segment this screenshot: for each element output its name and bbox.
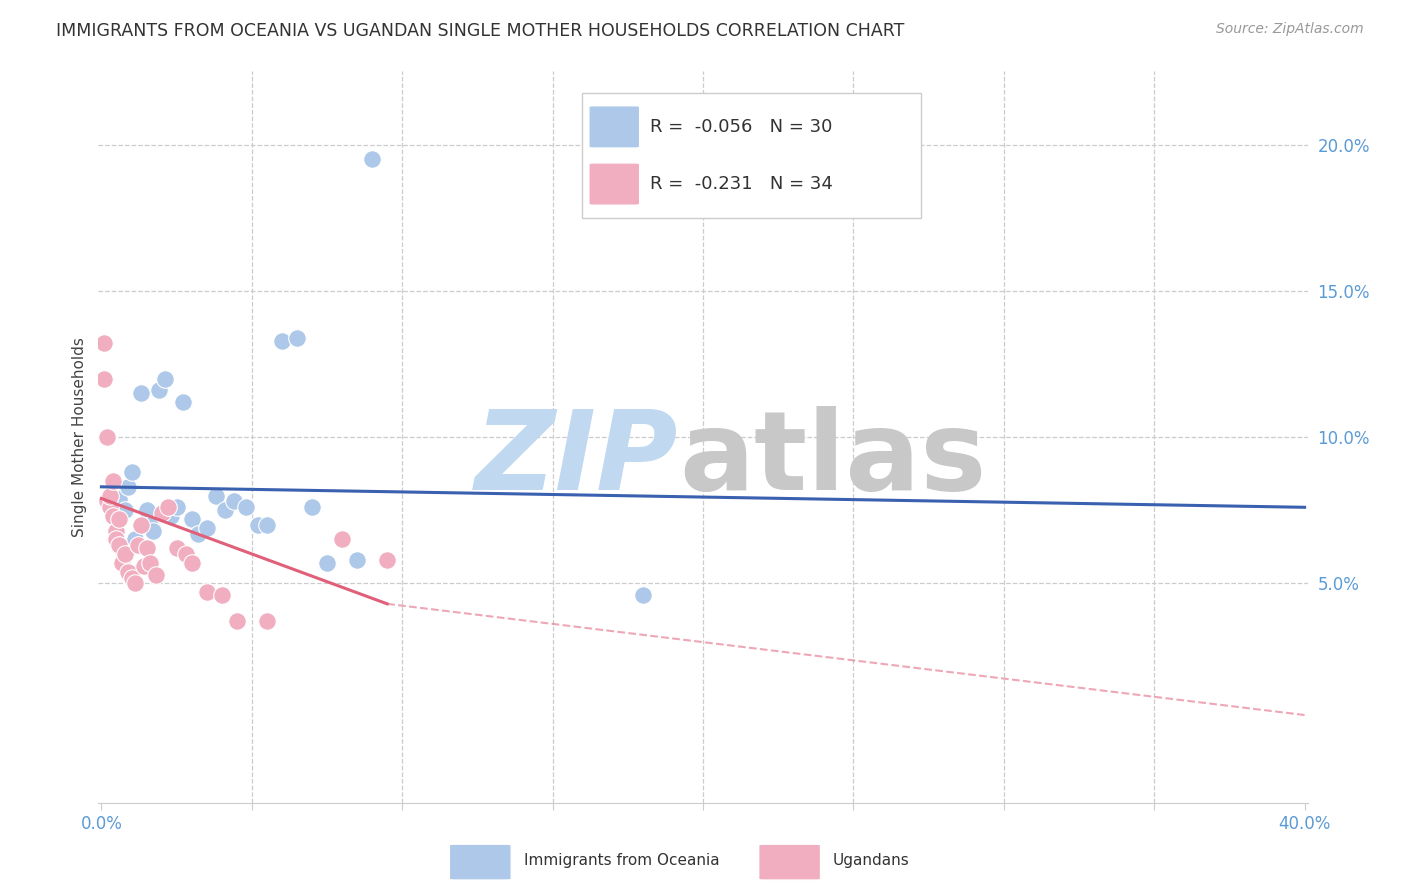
Point [138,556,160,570]
Point [270,334,292,348]
Point [256,615,278,629]
Point [127,538,149,552]
FancyBboxPatch shape [759,844,821,880]
Point [124,576,146,591]
Point [132,558,155,573]
Text: ZIP: ZIP [475,406,679,513]
Point [631,588,654,602]
Point [108,538,131,552]
Point [100,500,122,515]
Point [103,509,125,524]
Point [96,430,118,444]
Text: Ugandans: Ugandans [832,854,910,868]
Point [166,541,188,556]
Point [153,371,176,385]
Y-axis label: Single Mother Households: Single Mother Households [72,337,87,537]
Point [114,503,136,517]
Point [361,152,384,166]
Point [246,517,269,532]
Point [96,494,118,508]
Point [103,474,125,488]
Point [108,512,131,526]
Point [138,517,160,532]
Text: atlas: atlas [679,406,986,513]
Point [235,500,257,515]
Point [330,533,353,547]
Point [256,517,278,532]
Point [124,533,146,547]
Point [114,547,136,561]
Point [187,526,209,541]
Point [150,506,173,520]
Point [174,547,197,561]
Point [129,517,152,532]
Point [316,556,339,570]
Point [135,503,157,517]
Point [180,556,202,570]
Point [285,330,308,344]
Point [111,556,134,570]
Point [129,386,152,401]
Point [225,615,247,629]
Point [375,553,398,567]
Point [105,533,128,547]
Point [195,585,218,599]
Point [93,371,115,385]
Point [204,489,226,503]
Point [214,503,236,517]
Point [117,565,139,579]
Point [142,524,165,538]
Point [105,524,128,538]
Point [117,480,139,494]
Point [195,521,218,535]
Text: Immigrants from Oceania: Immigrants from Oceania [523,854,720,868]
Point [156,500,179,515]
FancyBboxPatch shape [450,844,512,880]
Point [301,500,323,515]
Point [159,509,181,524]
Point [172,395,194,409]
Point [121,570,143,584]
Text: IMMIGRANTS FROM OCEANIA VS UGANDAN SINGLE MOTHER HOUSEHOLDS CORRELATION CHART: IMMIGRANTS FROM OCEANIA VS UGANDAN SINGL… [56,22,904,40]
Point [148,384,170,398]
Point [166,500,188,515]
Text: Source: ZipAtlas.com: Source: ZipAtlas.com [1216,22,1364,37]
Point [108,491,131,506]
Point [222,494,245,508]
Point [135,541,157,556]
Point [121,465,143,479]
Point [211,588,233,602]
Point [180,512,202,526]
Point [145,567,167,582]
Point [93,336,115,351]
Point [100,489,122,503]
Point [346,553,368,567]
